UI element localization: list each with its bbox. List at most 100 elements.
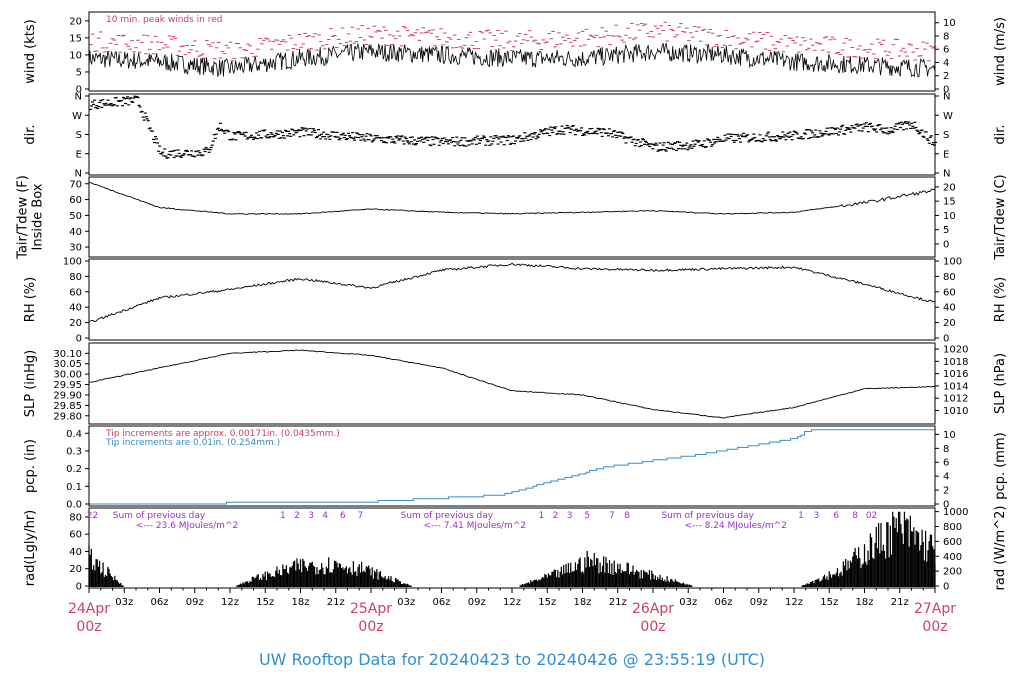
slp-ytick-label-left: 30.10 (53, 349, 82, 360)
wind-ytick-label-right: 0 (943, 85, 949, 96)
rad-hour-mark: 1 (798, 511, 804, 521)
rad-hour-mark: 8 (624, 511, 630, 521)
rh-ytick-label-right: 40 (943, 303, 956, 314)
rad-ytick-label-left: 80 (69, 512, 82, 523)
rh-panel-frame (88, 258, 936, 341)
wind-ylabel-text: wind (kts) (23, 19, 38, 83)
wind-ytick-label-left: 10 (69, 50, 82, 61)
rad-ytick-label-left: 60 (69, 530, 82, 541)
tair-ylabel-right: Tair/Tdew (C) (993, 174, 1008, 260)
rh-ytick-label-left: 100 (63, 257, 82, 268)
dir-ytick-label-left: N (75, 92, 82, 103)
slp-ytick-label-left: 29.80 (53, 411, 82, 422)
dir-ytick-label-right: E (943, 149, 949, 160)
pcp-note-tip: Tip increments are 0.01in. (0.254mm.) (105, 438, 280, 448)
slp-ylabel-right: SLP (hPa) (993, 353, 1008, 414)
wind-ytick-label-left: 5 (76, 67, 82, 78)
slp-ytick-label-right: 1016 (943, 369, 968, 380)
x-day-label: 26Apr (632, 601, 674, 617)
x-hour-label: 03z (115, 597, 133, 608)
rh-ylabel-left: RH (%) (23, 277, 38, 322)
x-hour-label: 06z (715, 597, 733, 608)
rad-hour-mark: 1 (280, 511, 286, 521)
rad-ylabel-text: rad (W/m^2) (993, 506, 1008, 591)
wind-ytick-label-right: 2 (943, 71, 949, 82)
rh-ytick-label-right: 60 (943, 287, 956, 298)
x-day-hour-label: 00z (76, 619, 101, 635)
rad-hour-mark: 02 (866, 511, 877, 521)
pcp-line (89, 429, 935, 505)
rad-ytick-label-right: 800 (943, 522, 962, 533)
slp-ytick-label-left: 29.90 (53, 390, 82, 401)
pcp-panel-frame (88, 425, 936, 507)
rh-ytick-label-left: 60 (69, 287, 82, 298)
rad-hour-mark: 1 (539, 511, 545, 521)
pcp-ytick-label-right: 0 (943, 500, 949, 511)
rad-hour-mark: 4 (322, 511, 328, 521)
wind-ylabel-left: wind (kts) (23, 19, 38, 83)
rad-ytick-label-right: 1000 (943, 507, 968, 518)
tair-ytick-label-left: 60 (69, 195, 82, 206)
tair-ytick-label-left: 70 (69, 179, 82, 190)
x-hour-label: 09z (468, 597, 486, 608)
slp-ytick-label-left: 29.95 (53, 380, 82, 391)
wind-ytick-label-right: 4 (943, 58, 949, 69)
slp-ytick-label-left: 30.05 (53, 359, 82, 370)
x-hour-label: 12z (221, 597, 239, 608)
rad-ytick-label-right: 600 (943, 537, 962, 548)
pcp-ytick-label-right: 6 (943, 458, 949, 469)
slp-ylabel-left: SLP (inHg) (23, 350, 38, 418)
slp-ytick-label-right: 1018 (943, 357, 968, 368)
rh-ytick-label-right: 80 (943, 272, 956, 283)
rad-hour-mark: 2 (553, 511, 559, 521)
x-day-label: 24Apr (68, 601, 110, 617)
dir-ylabel-text: dir. (23, 124, 38, 144)
rad-hour-mark: 6 (340, 511, 346, 521)
x-hour-label: 18z (856, 597, 874, 608)
rad-sum-label: Sum of previous day (401, 511, 494, 521)
pcp-ylabel-text: pcp. (mm) (993, 432, 1008, 499)
wind-ytick-label-right: 10 (943, 18, 956, 29)
rad-hour-mark: 8 (852, 511, 858, 521)
wind-ytick-label-left: 15 (69, 33, 82, 44)
rad-hour-mark: 7 (358, 511, 364, 521)
rh-ytick-label-right: 20 (943, 318, 956, 329)
rad-ytick-label-right: 0 (943, 582, 949, 593)
rad-sum-label: Sum of previous day (661, 511, 754, 521)
x-hour-label: 03z (397, 597, 415, 608)
rad-hour-mark: 3 (308, 511, 314, 521)
x-day-hour-label: 00z (358, 619, 383, 635)
wind-speed-line (88, 42, 936, 78)
rad-sum-value: <--- 8.24 MJoules/m^2 (684, 521, 786, 531)
tair-ytick-label-right: 20 (943, 182, 956, 193)
pcp-ytick-label-right: 8 (943, 444, 949, 455)
tair-ytick-label-right: 0 (943, 239, 949, 250)
tair-line (88, 182, 936, 215)
rad-ytick-label-left: 0 (76, 582, 82, 593)
tair-ytick-label-left: 30 (69, 243, 82, 254)
pcp-ytick-label-left: 0.1 (66, 482, 82, 493)
rh-ytick-label-right: 100 (943, 257, 962, 268)
x-hour-label: 18z (292, 597, 310, 608)
slp-ytick-label-left: 30.00 (53, 370, 82, 381)
x-day-label: 25Apr (350, 601, 392, 617)
rad-sum-label: Sum of previous day (113, 511, 206, 521)
slp-panel-frame (88, 342, 936, 425)
wind-ytick-label-right: 6 (943, 45, 949, 56)
x-hour-label: 15z (256, 597, 274, 608)
tair-ylabel-left: Tair/Tdew (F) Inside Box (16, 175, 46, 260)
pcp-ytick-label-left: 0.0 (66, 500, 82, 511)
wind-ytick-label-right: 8 (943, 31, 949, 42)
pcp-ytick-label-right: 4 (943, 472, 949, 483)
x-day-hour-label: 00z (922, 619, 947, 635)
dir-ylabel-right: dir. (993, 124, 1008, 144)
pcp-ylabel-left: pcp. (in) (23, 439, 38, 493)
rh-ytick-label-left: 0 (76, 334, 82, 345)
rad-sum-value: <--- 23.6 MJoules/m^2 (136, 521, 238, 531)
dir-ytick-label-left: E (76, 149, 82, 160)
wind-ylabel-right: wind (m/s) (993, 17, 1008, 86)
rh-ylabel-text: RH (%) (993, 277, 1008, 322)
slp-ytick-label-right: 1014 (943, 381, 968, 392)
rh-ytick-label-right: 0 (943, 334, 949, 345)
